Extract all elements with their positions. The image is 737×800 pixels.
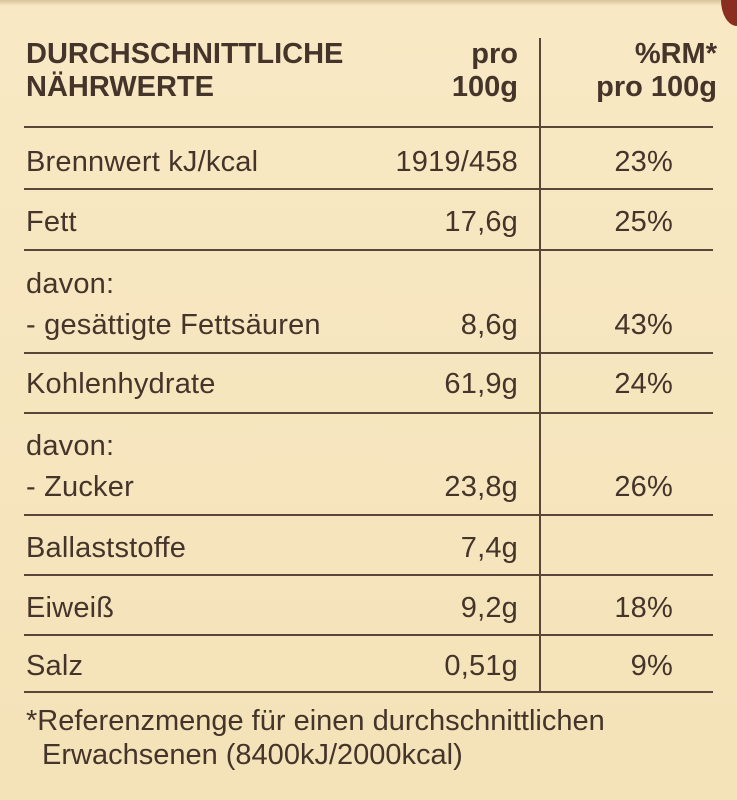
row-divider xyxy=(24,249,713,251)
row-divider xyxy=(24,634,713,636)
row-saturated-prefix: davon: xyxy=(26,268,115,300)
header-per-100g: pro 100g xyxy=(452,38,518,104)
column-divider xyxy=(539,38,541,692)
row-sugar-prefix: davon: xyxy=(26,430,115,462)
row-divider xyxy=(24,126,713,128)
header-nutrient-line2: NÄHRWERTE xyxy=(26,71,214,103)
row-protein-name: Eiweiß xyxy=(26,592,115,624)
header-value-line2: 100g xyxy=(451,71,518,103)
row-fat-value: 17,6g xyxy=(444,206,518,238)
row-divider xyxy=(24,514,713,516)
row-saturated-rm: 43% xyxy=(614,309,673,341)
row-divider xyxy=(24,188,713,190)
header-value-line1: pro xyxy=(471,38,518,70)
row-energy-rm: 23% xyxy=(614,146,673,178)
row-divider xyxy=(24,574,713,576)
row-saturated-name: - gesättigte Fettsäuren xyxy=(26,309,321,341)
header-reference-intake: %RM* pro 100g xyxy=(596,38,717,104)
row-salt-value: 0,51g xyxy=(444,650,518,682)
row-energy-value: 1919/458 xyxy=(395,146,518,178)
row-energy-name: Brennwert kJ/kcal xyxy=(26,146,259,178)
row-fat-name: Fett xyxy=(26,206,77,238)
row-fat-rm: 25% xyxy=(614,206,673,238)
row-divider xyxy=(24,412,713,414)
row-salt-rm: 9% xyxy=(630,650,673,682)
header-rm-line1: %RM* xyxy=(634,38,717,70)
footnote-line1: *Referenzmenge für einen durchschnittlic… xyxy=(26,705,605,737)
header-nutrient-label: DURCHSCHNITTLICHE NÄHRWERTE xyxy=(26,38,343,104)
row-saturated-value: 8,6g xyxy=(460,309,518,341)
row-divider xyxy=(24,691,713,693)
row-fiber-name: Ballaststoffe xyxy=(26,532,187,564)
row-salt-name: Salz xyxy=(26,650,84,682)
header-nutrient-line1: DURCHSCHNITTLICHE xyxy=(26,38,344,70)
top-shadow xyxy=(0,0,737,6)
footnote-line2: Erwachsenen (8400kJ/2000kcal) xyxy=(42,739,463,771)
row-sugar-value: 23,8g xyxy=(444,471,518,503)
footnote: *Referenzmenge für einen durchschnittlic… xyxy=(26,704,605,772)
row-protein-rm: 18% xyxy=(614,592,673,624)
row-carbs-value: 61,9g xyxy=(444,368,518,400)
row-protein-value: 9,2g xyxy=(460,592,518,624)
row-divider xyxy=(24,352,713,354)
header-rm-line2: pro 100g xyxy=(596,71,717,103)
row-carbs-name: Kohlenhydrate xyxy=(26,368,216,400)
row-carbs-rm: 24% xyxy=(614,368,673,400)
row-sugar-rm: 26% xyxy=(614,471,673,503)
row-sugar-name: - Zucker xyxy=(26,471,134,503)
package-corner xyxy=(721,0,737,26)
row-fiber-value: 7,4g xyxy=(460,532,518,564)
